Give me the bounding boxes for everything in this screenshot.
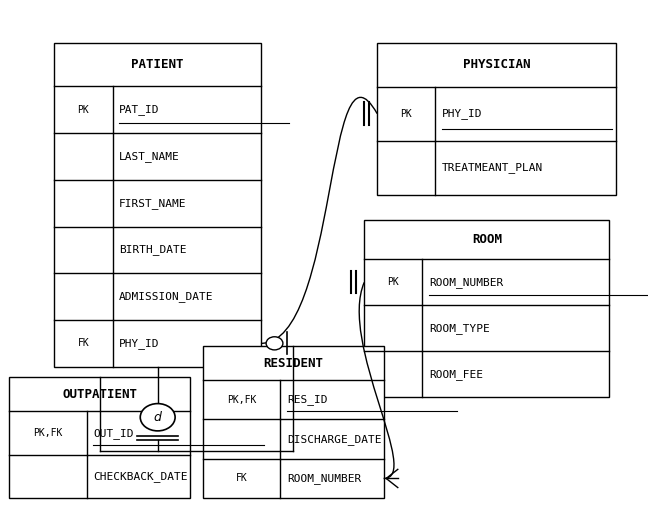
Text: RES_ID: RES_ID — [287, 394, 327, 405]
Text: CHECKBACK_DATE: CHECKBACK_DATE — [93, 471, 187, 482]
Text: PK: PK — [400, 109, 412, 119]
Text: PK,FK: PK,FK — [33, 428, 62, 438]
Text: ADMISSION_DATE: ADMISSION_DATE — [119, 291, 214, 302]
Bar — [55, 43, 261, 367]
Circle shape — [140, 404, 175, 431]
Text: d: d — [154, 411, 161, 424]
Text: DISCHARGE_DATE: DISCHARGE_DATE — [287, 434, 381, 445]
Text: FK: FK — [77, 338, 89, 349]
Text: PAT_ID: PAT_ID — [119, 104, 159, 115]
Text: PK: PK — [77, 105, 89, 114]
Bar — [203, 346, 383, 498]
Text: ROOM: ROOM — [472, 234, 502, 246]
Text: PK,FK: PK,FK — [227, 395, 256, 405]
Text: RESIDENT: RESIDENT — [263, 357, 324, 370]
Text: PHY_ID: PHY_ID — [441, 108, 482, 119]
Text: ROOM_NUMBER: ROOM_NUMBER — [429, 277, 503, 288]
Circle shape — [266, 337, 283, 350]
Text: PHY_ID: PHY_ID — [119, 338, 159, 349]
Text: TREATMEANT_PLAN: TREATMEANT_PLAN — [441, 162, 543, 173]
Text: BIRTH_DATE: BIRTH_DATE — [119, 244, 186, 256]
Text: OUTPATIENT: OUTPATIENT — [62, 388, 137, 401]
Text: ROOM_TYPE: ROOM_TYPE — [429, 323, 490, 334]
Bar — [377, 43, 616, 195]
Text: OUT_ID: OUT_ID — [93, 428, 133, 438]
Bar — [9, 377, 190, 498]
Text: ROOM_NUMBER: ROOM_NUMBER — [287, 473, 361, 484]
Text: PATIENT: PATIENT — [132, 58, 184, 71]
Text: FK: FK — [236, 474, 247, 483]
Text: LAST_NAME: LAST_NAME — [119, 151, 180, 162]
Text: ROOM_FEE: ROOM_FEE — [429, 368, 483, 380]
Text: PHYSICIAN: PHYSICIAN — [463, 58, 531, 72]
Bar — [364, 220, 609, 397]
Text: PK: PK — [387, 277, 399, 287]
Text: FIRST_NAME: FIRST_NAME — [119, 198, 186, 208]
